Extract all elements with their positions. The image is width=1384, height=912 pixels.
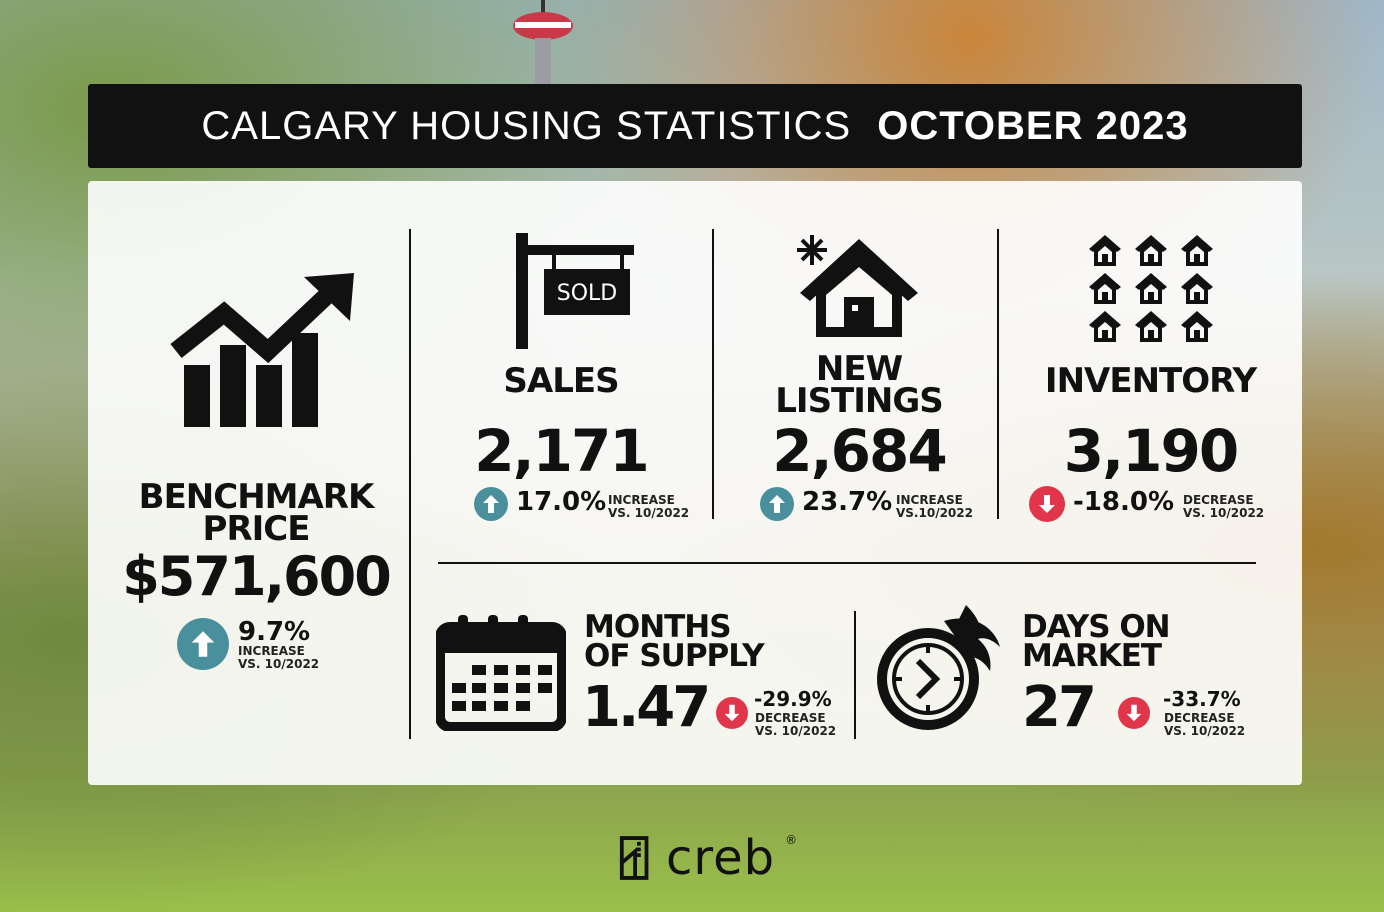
- months-supply-label: MONTHS OF SUPPLY: [584, 609, 765, 675]
- fast-clock-icon: [877, 605, 1000, 730]
- days-on-market-value: 27: [1022, 675, 1097, 740]
- new-listings-label: NEW LISTINGS: [714, 349, 1004, 422]
- months-supply-label-line1: MONTHS: [584, 609, 732, 645]
- days-on-market-label-line1: DAYS ON: [1022, 609, 1171, 645]
- sales-value: 2,171: [474, 417, 649, 485]
- inventory-section: INVENTORY 3,190 -18.0% DECREASE VS. 10/2…: [999, 181, 1302, 561]
- arrow-up-icon: [474, 487, 508, 521]
- days-on-market-label: DAYS ON MARKET: [1022, 609, 1171, 675]
- benchmark-section: BENCHMARK PRICE $571,600 9.7% INCREASE V…: [88, 181, 408, 785]
- days-on-market-change: -33.7%: [1163, 687, 1241, 711]
- sales-change: 17.0%: [516, 487, 607, 517]
- sales-label: SALES: [503, 361, 619, 401]
- divider: [997, 229, 999, 519]
- stats-panel: BENCHMARK PRICE $571,600 9.7% INCREASE V…: [88, 181, 1302, 785]
- sales-compare: VS. 10/2022: [608, 506, 690, 520]
- title-bar: CALGARY HOUSING STATISTICS OCTOBER 2023: [88, 84, 1302, 168]
- days-on-market-label-line2: MARKET: [1022, 638, 1162, 675]
- new-listings-section: NEW LISTINGS 2,684 23.7% INCREASE VS.10/…: [714, 181, 996, 561]
- divider: [409, 229, 411, 739]
- months-supply-section: MONTHS OF SUPPLY 1.47 -29.9% DECREASE VS…: [428, 601, 848, 751]
- sold-sign-icon: SOLD: [516, 233, 634, 349]
- months-supply-compare: VS. 10/2022: [755, 724, 837, 738]
- benchmark-change: 9.7%: [238, 617, 311, 647]
- building-logo-icon: [619, 836, 649, 880]
- sales-direction: INCREASE: [608, 493, 675, 507]
- new-listings-value: 2,684: [772, 417, 947, 485]
- divider: [438, 562, 1256, 564]
- arrow-down-icon: [716, 697, 748, 729]
- new-listings-change: 23.7%: [802, 487, 893, 517]
- days-on-market-direction: DECREASE: [1164, 711, 1235, 725]
- divider: [712, 229, 714, 519]
- calgary-tower-image: [513, 0, 573, 90]
- new-listings-compare: VS.10/2022: [896, 506, 973, 520]
- arrow-up-icon: [177, 618, 229, 670]
- arrow-down-icon: [1118, 697, 1150, 729]
- inventory-compare: VS. 10/2022: [1183, 506, 1265, 520]
- creb-logo: creb ®: [618, 830, 797, 886]
- inventory-change: -18.0%: [1073, 487, 1174, 517]
- page-period: OCTOBER 2023: [877, 103, 1189, 148]
- sales-section: SOLD SALES 2,171 17.0% INCREASE VS. 10/2…: [410, 181, 712, 561]
- days-on-market-compare: VS. 10/2022: [1164, 724, 1246, 738]
- growth-chart-icon: [170, 273, 354, 427]
- months-supply-value: 1.47: [582, 675, 711, 740]
- benchmark-label-line1: BENCHMARK: [138, 477, 375, 517]
- benchmark-compare: VS. 10/2022: [238, 657, 320, 671]
- benchmark-label: BENCHMARK PRICE: [88, 477, 424, 550]
- calendar-icon: [436, 615, 566, 731]
- inventory-value: 3,190: [1063, 417, 1239, 485]
- page-title: CALGARY HOUSING STATISTICS: [201, 103, 852, 148]
- brand-name: creb: [666, 830, 776, 886]
- days-on-market-section: DAYS ON MARKET 27 -33.7% DECREASE VS. 10…: [868, 601, 1288, 751]
- new-house-icon: [797, 235, 918, 337]
- months-supply-change: -29.9%: [754, 687, 832, 711]
- benchmark-direction: INCREASE: [238, 644, 305, 658]
- months-supply-label-line2: OF SUPPLY: [584, 638, 765, 675]
- benchmark-label-line2: PRICE: [202, 509, 311, 550]
- divider: [854, 611, 856, 739]
- benchmark-value: $571,600: [122, 545, 392, 608]
- arrow-up-icon: [760, 487, 794, 521]
- new-listings-direction: INCREASE: [896, 493, 963, 507]
- registered-mark: ®: [785, 833, 798, 847]
- new-listings-label-line2: LISTINGS: [775, 381, 944, 422]
- inventory-direction: DECREASE: [1183, 493, 1254, 507]
- arrow-down-icon: [1029, 486, 1065, 522]
- houses-grid-icon: [1089, 235, 1213, 342]
- months-supply-direction: DECREASE: [755, 711, 826, 725]
- new-listings-label-line1: NEW: [815, 349, 903, 389]
- sold-sign-text: SOLD: [557, 281, 617, 306]
- inventory-label: INVENTORY: [1044, 361, 1257, 401]
